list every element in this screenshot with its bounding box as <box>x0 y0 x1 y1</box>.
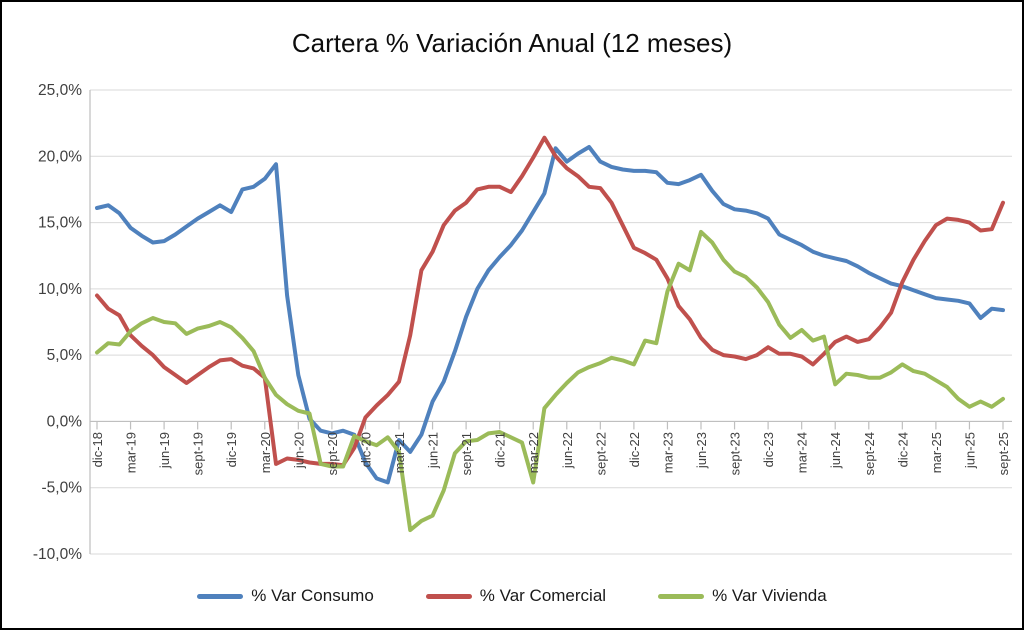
x-axis-label: dic-22 <box>627 432 642 467</box>
comercial-line-swatch-icon <box>425 593 472 599</box>
consumo-line-swatch-icon <box>197 593 244 599</box>
x-axis-label: mar-24 <box>795 432 810 473</box>
x-axis-label: jun-22 <box>560 432 575 469</box>
x-axis-label: jun-23 <box>694 432 709 469</box>
x-axis-label: jun-24 <box>828 432 843 469</box>
x-axis-label: mar-23 <box>660 432 675 473</box>
y-axis-label: -5,0% <box>42 480 83 497</box>
x-axis-label: mar-25 <box>929 432 944 473</box>
x-axis-label: sept-23 <box>728 432 743 475</box>
legend-item-comercial: % Var Comercial <box>425 586 607 606</box>
chart-legend: % Var Consumo % Var Comercial % Var Vivi… <box>2 586 1022 606</box>
x-axis-label: dic-18 <box>90 432 105 467</box>
x-axis-label: dic-19 <box>224 432 239 467</box>
y-axis-label: -10,0% <box>33 546 82 563</box>
x-axis-label: dic-23 <box>761 432 776 467</box>
chart-title: Cartera % Variación Anual (12 meses) <box>291 28 733 58</box>
legend-label-comercial: % Var Comercial <box>479 586 607 605</box>
x-axis-label: jun-20 <box>291 432 306 469</box>
x-axis-label: jun-25 <box>962 432 977 469</box>
x-axis-label: sept-20 <box>325 432 340 475</box>
x-axis-label: dic-20 <box>358 432 373 467</box>
legend-item-vivienda: % Var Vivienda <box>658 586 827 606</box>
series-line--var-vivienda <box>95 229 1005 533</box>
x-axis-label: sept-24 <box>862 432 877 475</box>
y-axis-label: 5,0% <box>47 347 83 364</box>
legend-label-consumo: % Var Consumo <box>251 586 374 605</box>
x-axis-label: jun-21 <box>426 432 441 469</box>
y-axis-label: 25,0% <box>38 82 82 99</box>
y-axis-label: 0,0% <box>47 413 83 430</box>
x-axis-label: dic-24 <box>895 432 910 467</box>
y-axis-label: 15,0% <box>38 215 82 232</box>
x-axis-label: sept-22 <box>593 432 608 475</box>
y-axis-label: 20,0% <box>38 148 82 165</box>
legend-label-vivienda: % Var Vivienda <box>712 586 827 605</box>
x-axis-label: sept-25 <box>996 432 1011 475</box>
x-axis-label: sept-19 <box>191 432 206 475</box>
series-line--var-comercial <box>95 135 1005 468</box>
x-axis-label: sept-21 <box>459 432 474 475</box>
x-axis-label: mar-19 <box>124 432 139 473</box>
x-axis-label: jun-19 <box>157 432 172 469</box>
x-axis-label: mar-21 <box>392 432 407 473</box>
x-axis-label: mar-20 <box>258 432 273 473</box>
x-axis-label: mar-22 <box>526 432 541 473</box>
legend-item-consumo: % Var Consumo <box>197 586 374 606</box>
x-axis-label: dic-21 <box>493 432 508 467</box>
series-line--var-consumo <box>95 145 1005 485</box>
y-axis-label: 10,0% <box>38 281 82 298</box>
vivienda-line-swatch-icon <box>658 593 705 599</box>
